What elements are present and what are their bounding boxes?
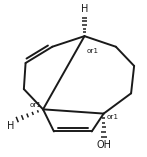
Text: H: H [81,4,88,14]
Text: or1: or1 [107,114,119,120]
Text: or1: or1 [30,102,42,108]
Text: or1: or1 [87,48,99,54]
Text: H: H [7,121,14,131]
Text: OH: OH [96,140,111,150]
